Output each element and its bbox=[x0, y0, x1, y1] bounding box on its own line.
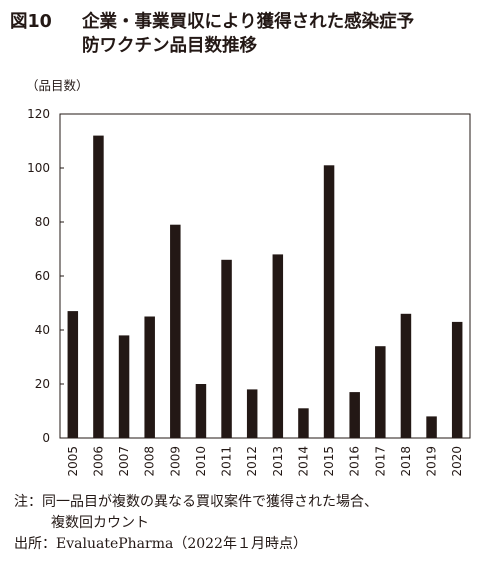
y-tick-label: 0 bbox=[42, 431, 50, 445]
x-tick-label: 2007 bbox=[117, 446, 131, 477]
x-tick-label: 2008 bbox=[143, 446, 157, 477]
bar bbox=[349, 392, 360, 438]
figure-title-line2: 防ワクチン品目数推移 bbox=[82, 36, 257, 56]
bar bbox=[375, 346, 386, 438]
x-tick-label: 2006 bbox=[91, 446, 105, 477]
source-line: 出所：EvaluatePharma（2022年１月時点） bbox=[14, 536, 307, 552]
chart-area: （品目数） 0 20 40 60 80 100 120 2005 2006 2007 2008 2009… bbox=[0, 70, 500, 490]
x-tick-label: 2016 bbox=[348, 446, 362, 477]
bar bbox=[272, 254, 284, 438]
figure-title: 図10 企業・事業買収により獲得された感染症予 防ワクチン品目数推移 bbox=[10, 10, 495, 58]
x-tick-label: 2011 bbox=[220, 446, 234, 477]
bar bbox=[67, 311, 79, 438]
x-tick-label: 2015 bbox=[322, 446, 336, 477]
bar bbox=[221, 259, 232, 438]
y-tick-label: 80 bbox=[35, 215, 50, 229]
bar bbox=[426, 416, 437, 438]
x-tick-label: 2020 bbox=[450, 446, 464, 477]
x-tick-label: 2018 bbox=[399, 446, 413, 477]
note-line-1: 注：同一品目が複数の異なる買収案件で獲得された場合、 bbox=[14, 494, 378, 510]
x-tick-label: 2005 bbox=[66, 446, 80, 477]
bar bbox=[298, 408, 309, 438]
bar bbox=[246, 389, 258, 438]
note-line-2: 複数回カウント bbox=[51, 515, 149, 531]
y-tick-label: 20 bbox=[35, 377, 50, 391]
figure-number: 図10 bbox=[10, 12, 52, 32]
bar bbox=[93, 135, 104, 438]
y-unit-label: （品目数） bbox=[26, 78, 89, 93]
x-tick-label: 2012 bbox=[245, 446, 259, 477]
figure-title-line1: 企業・事業買収により獲得された感染症予 bbox=[82, 12, 415, 32]
bar bbox=[323, 165, 335, 439]
y-tick-label: 40 bbox=[35, 323, 50, 337]
x-tick-label: 2019 bbox=[425, 446, 439, 477]
x-tick-label: 2013 bbox=[271, 446, 285, 477]
bar bbox=[195, 384, 207, 438]
x-tick-label: 2009 bbox=[168, 446, 182, 477]
bar bbox=[170, 224, 181, 438]
bar-chart: （品目数） 0 20 40 60 80 100 120 2005 2006 2007 2008 2009… bbox=[26, 78, 471, 477]
bar bbox=[144, 316, 155, 438]
y-tick-label: 120 bbox=[27, 107, 50, 121]
bar bbox=[118, 335, 130, 438]
y-tick-label: 100 bbox=[27, 161, 50, 175]
bar bbox=[451, 321, 463, 438]
chart-notes: 注：同一品目が複数の異なる買収案件で獲得された場合、 複数回カウント 出所：Ev… bbox=[14, 492, 494, 555]
y-tick-label: 60 bbox=[35, 269, 50, 283]
x-tick-label: 2014 bbox=[296, 446, 310, 477]
bar bbox=[400, 313, 412, 438]
x-tick-label: 2017 bbox=[373, 446, 387, 477]
x-tick-label: 2010 bbox=[194, 446, 208, 477]
